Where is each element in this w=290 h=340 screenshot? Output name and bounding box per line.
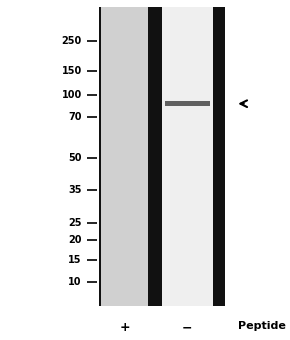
Text: Peptide: Peptide — [238, 321, 286, 331]
Text: 70: 70 — [68, 112, 82, 122]
Text: 15: 15 — [68, 255, 82, 265]
Text: 250: 250 — [61, 36, 82, 46]
Bar — [162, 7, 213, 306]
Text: 25: 25 — [68, 218, 82, 228]
Bar — [164, 101, 210, 106]
Text: 150: 150 — [61, 66, 82, 76]
Text: 20: 20 — [68, 235, 82, 245]
Bar — [99, 7, 225, 306]
Text: 10: 10 — [68, 277, 82, 287]
Text: +: + — [119, 321, 130, 334]
Text: −: − — [182, 321, 193, 334]
Text: 50: 50 — [68, 153, 82, 163]
Bar — [102, 7, 148, 306]
Text: 35: 35 — [68, 185, 82, 195]
Text: 100: 100 — [61, 90, 82, 100]
